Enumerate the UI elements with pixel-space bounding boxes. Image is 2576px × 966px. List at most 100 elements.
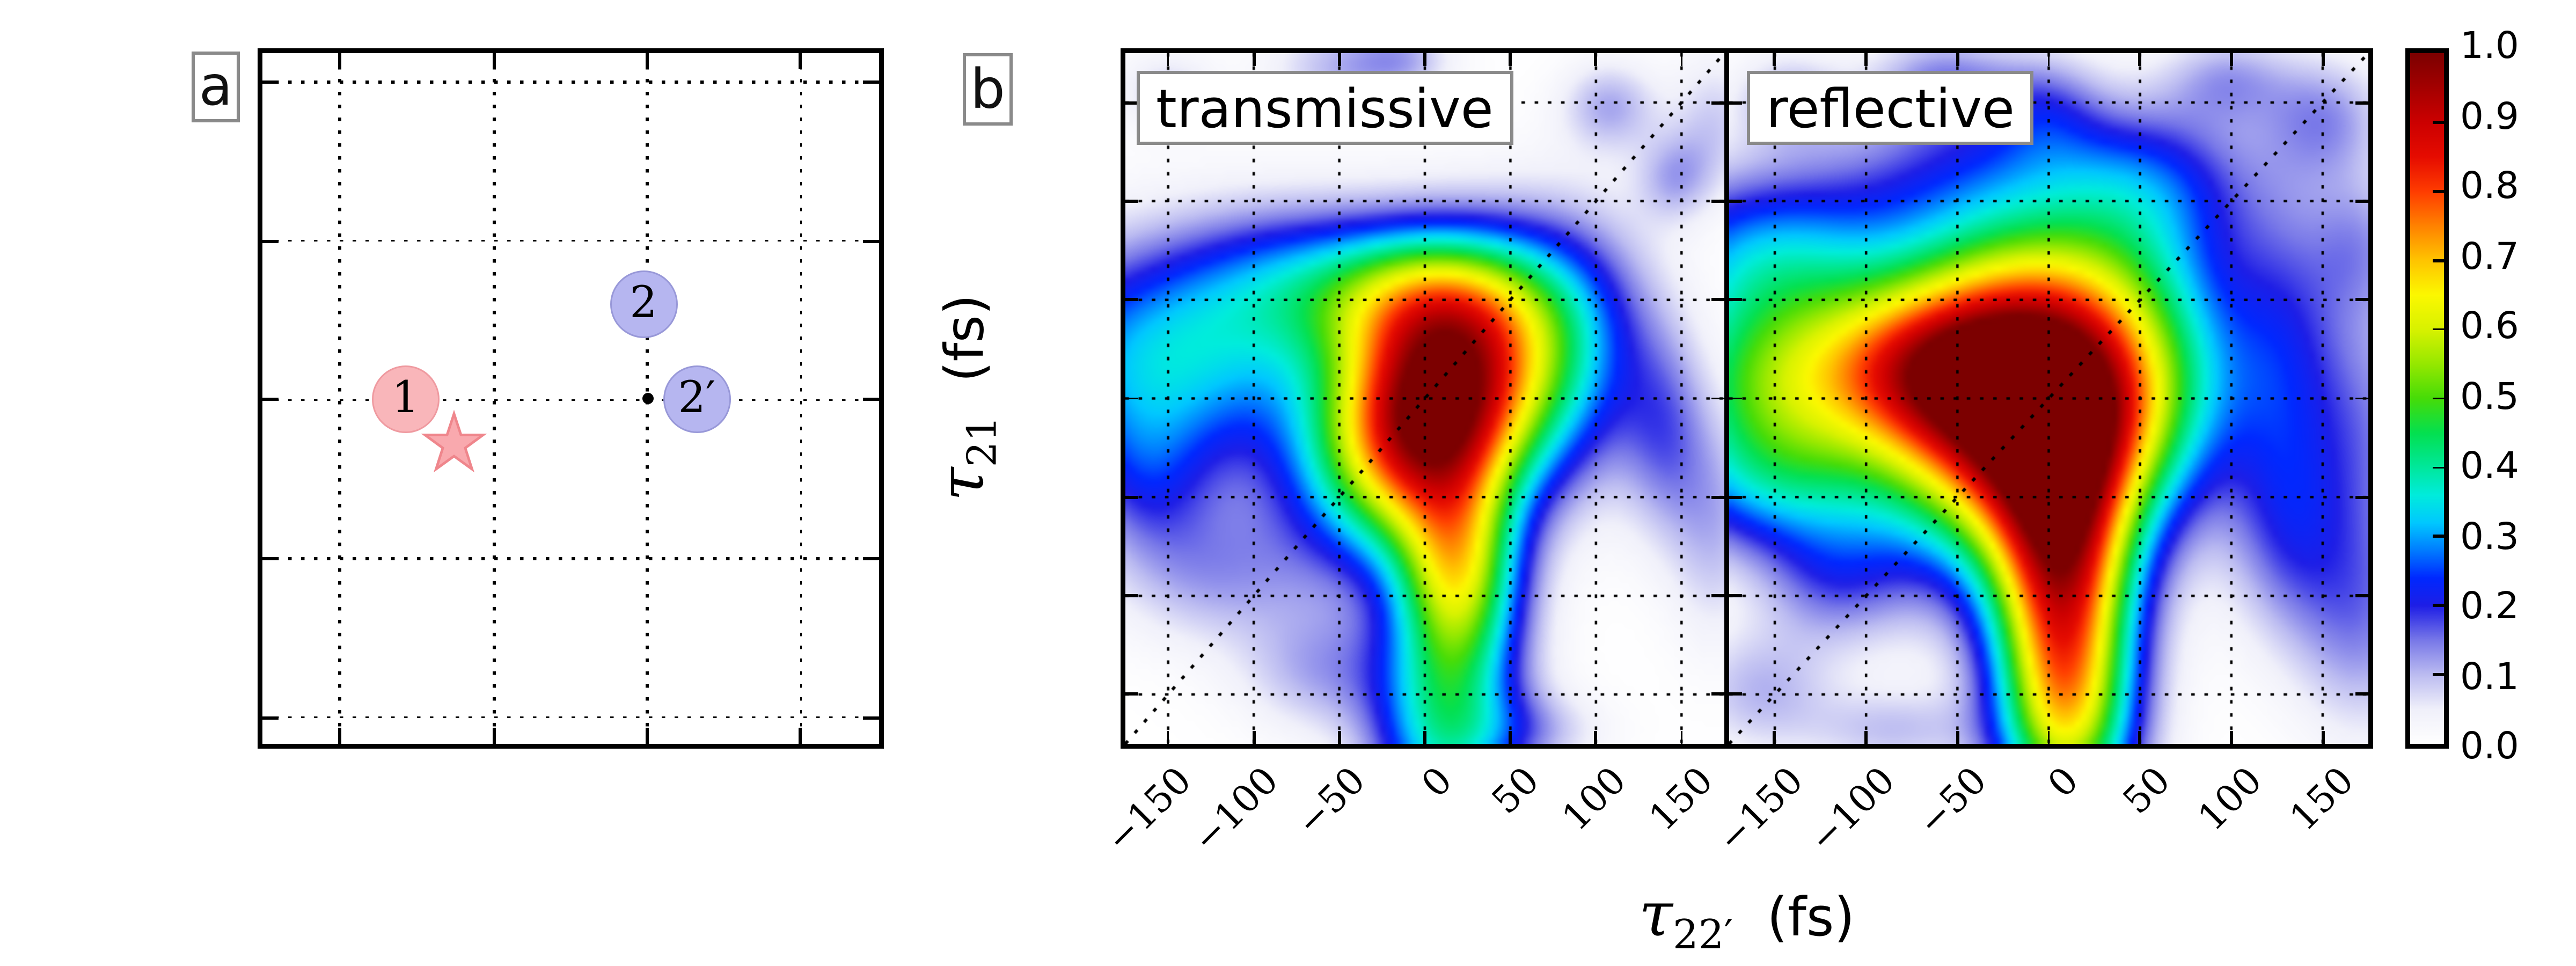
tick-mark (1729, 594, 1742, 597)
tick-mark (799, 728, 803, 744)
panel-b-tag: b (970, 57, 1005, 122)
tick-mark (1423, 731, 1426, 744)
tick-mark (262, 80, 279, 84)
grid-line-horizontal (262, 716, 879, 719)
heatmap-reflective-canvas (1729, 53, 2368, 744)
tick-mark (1956, 53, 1959, 66)
tick-mark (2355, 298, 2368, 302)
tick-mark (1125, 397, 1138, 400)
tick-mark (338, 728, 342, 744)
colorbar-tick-label: 0.2 (2460, 586, 2519, 628)
colorbar-tick-mark (2433, 673, 2444, 676)
tick-mark (2355, 495, 2368, 499)
tick-mark (1956, 731, 1959, 744)
x-tick-label: −150 (1709, 760, 1811, 862)
x-tick-label: 50 (1484, 760, 1548, 823)
tick-mark (1252, 731, 1255, 744)
tick-mark (1680, 53, 1683, 66)
tick-mark (338, 53, 342, 69)
colorbar-tick-label: 0.4 (2460, 446, 2519, 488)
tick-mark (1729, 200, 1742, 203)
tick-mark (645, 728, 649, 744)
tick-mark (2138, 53, 2142, 66)
grid-line-vertical (339, 53, 342, 744)
marker-label: 2′ (678, 374, 716, 425)
colorbar-tick-mark (2433, 189, 2444, 193)
transmissive-label: transmissive (1156, 76, 1494, 140)
tick-mark (1166, 53, 1170, 66)
x-tick-label: 0 (1414, 760, 1461, 807)
tick-mark (2047, 731, 2051, 744)
marker-circle-1: 1 (371, 365, 440, 433)
colorbar-tick-mark (2433, 121, 2444, 124)
x-tick-label: 100 (2191, 760, 2271, 840)
tick-mark (645, 53, 649, 69)
tick-mark (1509, 731, 1512, 744)
colorbar-tick-label: 1.0 (2460, 26, 2519, 68)
grid-line-horizontal (262, 239, 879, 243)
reflective-label-box: reflective (1747, 71, 2034, 145)
tick-mark (1337, 53, 1341, 66)
colorbar-tick-label: 0.8 (2460, 166, 2519, 208)
x-tick-label: −100 (1802, 760, 1904, 862)
reflective-label: reflective (1766, 76, 2015, 140)
tick-mark (2047, 53, 2051, 66)
tick-mark (863, 557, 879, 561)
tick-mark (1594, 731, 1598, 744)
grid-line-horizontal (262, 557, 879, 560)
tick-mark (1125, 200, 1138, 203)
tick-mark (1729, 397, 1742, 400)
tick-mark (1729, 298, 1742, 302)
grid-line-vertical (493, 53, 496, 744)
tick-mark (1125, 693, 1138, 696)
tick-mark (2355, 594, 2368, 597)
heatmap-reflective (1729, 48, 2373, 749)
x-axis-label: τ22′ (fs) (1639, 879, 1855, 958)
x-axis-symbol: τ (1638, 879, 1673, 950)
tick-mark (1166, 731, 1170, 744)
y-axis-subscript: 21 (958, 416, 1006, 467)
tick-mark (493, 728, 496, 744)
tick-mark (262, 398, 279, 402)
tick-mark (1773, 53, 1776, 66)
panel-a-tag: a (199, 55, 233, 119)
colorbar-tick-label: 0.9 (2460, 96, 2519, 138)
grid-line-horizontal (262, 398, 879, 401)
tick-mark (1711, 298, 1724, 302)
tick-mark (2138, 731, 2142, 744)
marker-label: 2 (630, 279, 657, 329)
colorbar (2405, 48, 2449, 749)
tick-mark (1711, 200, 1724, 203)
tick-mark (1711, 495, 1724, 499)
tick-mark (1711, 594, 1724, 597)
marker-circle-2: 2 (610, 270, 678, 338)
tick-mark (1729, 495, 1742, 499)
tick-mark (2355, 101, 2368, 104)
colorbar-tick-mark (2433, 397, 2444, 400)
tick-mark (1125, 495, 1138, 499)
tick-mark (1773, 731, 1776, 744)
tick-mark (863, 80, 879, 84)
heatmap-transmissive-canvas (1125, 53, 1724, 744)
x-tick-label: 50 (2116, 760, 2179, 823)
tick-mark (863, 716, 879, 720)
colorbar-tick-label: 0.5 (2460, 376, 2519, 418)
tick-mark (2321, 53, 2324, 66)
panel-b-tag-box: b (963, 53, 1013, 126)
x-axis-unit: (fs) (1767, 885, 1855, 948)
colorbar-tick-mark (2433, 466, 2444, 469)
marker-star-icon (421, 409, 487, 472)
tick-mark (1729, 101, 1742, 104)
tick-mark (1252, 53, 1255, 66)
x-tick-label: −100 (1185, 760, 1287, 862)
x-tick-label: −50 (1910, 760, 1995, 845)
tick-mark (1711, 101, 1724, 104)
panel-a-plot: 1 2 2′ (258, 48, 884, 749)
marker-circle-2′: 2′ (663, 365, 731, 433)
y-axis-unit: (fs) (933, 294, 996, 383)
tick-mark (1864, 731, 1868, 744)
colorbar-tick-mark (2433, 328, 2444, 331)
tick-mark (799, 53, 803, 69)
tick-mark (1125, 298, 1138, 302)
